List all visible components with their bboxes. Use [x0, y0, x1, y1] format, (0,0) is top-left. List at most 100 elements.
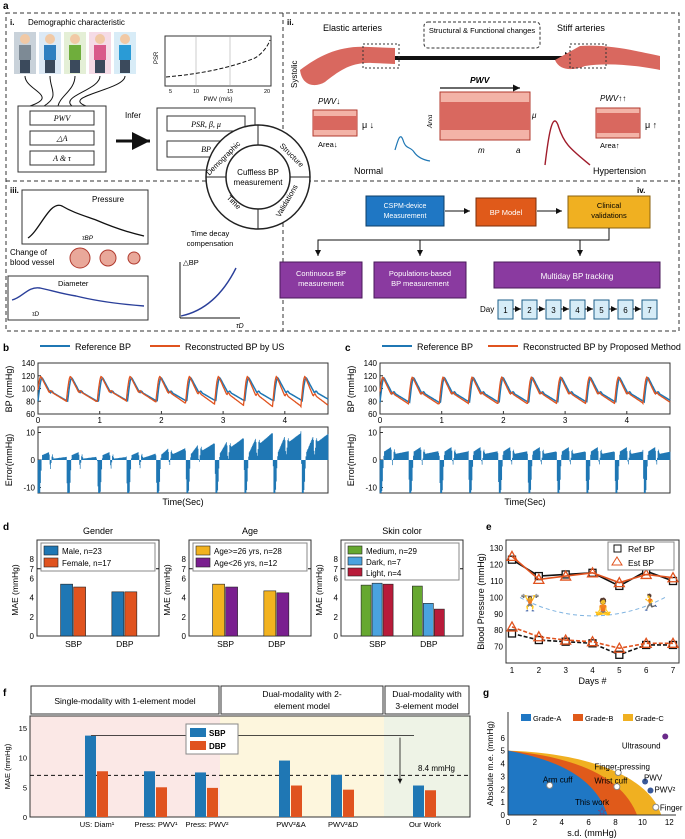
marker-est — [505, 550, 519, 562]
bar-dbp — [291, 785, 302, 817]
person-link — [57, 75, 76, 107]
legend-label: Age>=26 yrs, n=28 — [214, 547, 282, 556]
ytick-label: 110 — [490, 577, 503, 586]
panel-label-d: d — [3, 522, 9, 533]
mae-ylabel: MAE (mmHg) — [162, 564, 172, 616]
time-decay-curve — [180, 267, 237, 317]
ytick-label: 0 — [501, 811, 506, 820]
category-label: DBP — [268, 639, 286, 649]
tau-d-axis-label: τD — [236, 323, 244, 330]
legend-swatch — [195, 557, 211, 568]
legend-box — [40, 542, 156, 572]
xtick-label: 0 — [36, 416, 41, 425]
group-header — [30, 685, 220, 715]
point-label: PWV — [644, 774, 663, 783]
xtick-label: 0 — [378, 416, 383, 425]
xlabel: s.d. (mmHg) — [567, 828, 617, 838]
person-body — [94, 45, 106, 60]
error-ylabel: Error(mmHg) — [4, 434, 14, 487]
mae-axes — [188, 539, 312, 637]
error-ytick-label: 0 — [31, 456, 36, 465]
tau-bp-label: τBP — [82, 235, 94, 242]
day-number: 5 — [599, 306, 604, 315]
group-header — [220, 685, 384, 715]
ytick-label: 80 — [494, 626, 503, 635]
ytick-label: 0 — [23, 813, 27, 822]
day-number: 6 — [623, 306, 628, 315]
point-label: Finger cuff — [660, 803, 685, 812]
legend-label: Light, n=4 — [366, 569, 402, 578]
day-number: 7 — [647, 306, 652, 315]
change-vessel-label: Change of blood vessel — [10, 248, 55, 267]
legend-label: Grade-C — [635, 714, 664, 723]
xtick-label: 10 — [638, 818, 647, 827]
chart-e: 70 80 90 100 110 120 130 1 2 3 4 5 6 7 Days # Blood Pre… — [476, 539, 680, 686]
legend-ref-label: Ref BP — [628, 544, 655, 554]
ytick-label: 15 — [19, 724, 27, 733]
person-legs — [120, 60, 130, 73]
error-ytick-label: -10 — [365, 484, 377, 493]
legend-rec-label: Reconstructed BP by Proposed Method — [523, 342, 681, 352]
hypertension-waveform — [544, 120, 591, 166]
bar-sbp — [195, 772, 206, 817]
legend-rec-label: Reconstructed BP by US — [185, 342, 284, 352]
ytick-label: 4 — [30, 594, 35, 603]
bar-dbp — [423, 603, 434, 637]
continuous-label: Continuous BP measurement — [296, 269, 346, 288]
ytick-label: 90 — [494, 610, 503, 619]
mae-axes — [36, 539, 160, 637]
area-up-label: Area↑ — [600, 141, 620, 150]
multiday-box — [493, 261, 661, 289]
point-this-work: ☆ — [597, 806, 607, 818]
xtick-label: 4 — [625, 416, 630, 425]
day-number: 3 — [551, 306, 556, 315]
area-axis-label: Area — [426, 114, 434, 129]
marker-est — [640, 568, 653, 580]
ytick-label: 100 — [364, 385, 378, 394]
delta-bp-label: △BP — [183, 258, 199, 267]
ytick-label: 8 — [30, 555, 35, 564]
ytick-label: 100 — [22, 385, 36, 394]
legend-swatch — [623, 714, 633, 721]
normal-label: Normal — [354, 166, 383, 176]
series-reference-bp — [379, 376, 671, 404]
ytick-label: 2 — [182, 613, 187, 622]
bar-dbp — [97, 771, 108, 817]
bar-sbp — [85, 735, 96, 817]
ytick-label: 4 — [501, 760, 506, 769]
ytick-label: 120 — [364, 372, 378, 381]
point-label: This work — [575, 798, 610, 807]
bar-sbp — [279, 760, 290, 817]
category-label: US: Diam¹ — [80, 820, 115, 829]
chart-c: Reference BP Reconstructed BP by Proposed… — [346, 342, 681, 507]
person-link — [79, 75, 126, 107]
marker-est — [666, 636, 680, 648]
chart-b: Reference BP Reconstructed BP by US608010… — [4, 342, 329, 507]
hypertension-label: Hypertension — [593, 166, 646, 176]
roman-i: i. — [10, 18, 14, 27]
continuous-box — [279, 261, 363, 299]
feature-pwv: PWV — [53, 114, 72, 123]
marker-ref — [534, 635, 543, 645]
ytick-label: 5 — [23, 783, 27, 792]
bar-sbp — [225, 586, 238, 637]
change-label: Structural & Functional changes — [429, 26, 536, 35]
person-icon — [95, 34, 105, 44]
xtick-label: 5 — [617, 666, 622, 675]
bp-axes — [379, 362, 671, 415]
point-pwv — [642, 778, 649, 785]
clinical-label: Clinical validations — [591, 201, 627, 220]
group-label-dual2-line1: Dual-modality with 2- — [262, 689, 342, 699]
person-body — [19, 45, 31, 60]
roman-iii: iii. — [10, 186, 19, 195]
running-icon: 🏃 — [640, 593, 660, 612]
bar-sbp — [360, 584, 372, 637]
legend-label: Grade-B — [585, 714, 613, 723]
xtick-label: 2 — [159, 416, 164, 425]
bar-sbp — [60, 583, 73, 637]
legend-swatch — [43, 545, 59, 556]
person-icon — [120, 34, 130, 44]
panel-label-b: b — [3, 343, 9, 354]
bar-sbp — [212, 583, 225, 637]
legend-swatch — [347, 556, 363, 566]
